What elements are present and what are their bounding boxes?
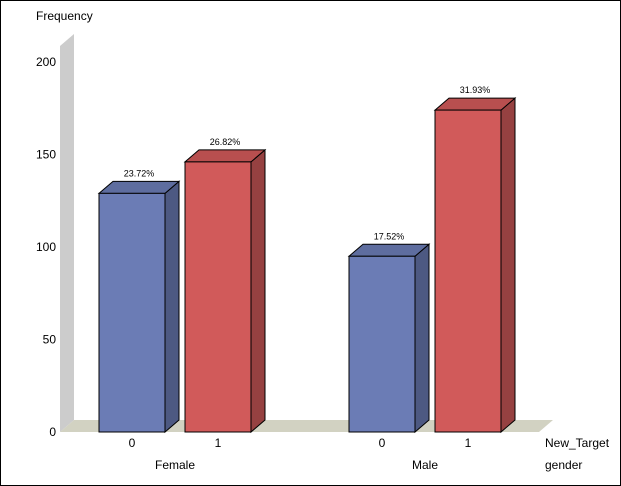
bar	[348, 255, 416, 433]
bar-side	[164, 180, 180, 434]
bar-top	[97, 180, 181, 194]
back-wall	[60, 34, 74, 432]
bar	[98, 192, 166, 433]
bar-top	[433, 97, 517, 111]
bar-side	[250, 148, 266, 434]
bar-data-label: 31.93%	[460, 85, 491, 95]
bar-side	[500, 97, 516, 434]
x-axis-group-title: gender	[545, 458, 582, 472]
y-tick-label: 0	[49, 425, 56, 439]
chart-floor	[60, 420, 553, 432]
x-series-tick-label: 0	[129, 436, 136, 450]
x-category-label: Female	[155, 458, 195, 472]
x-series-tick-label: 0	[379, 436, 386, 450]
bar-data-label: 17.52%	[374, 231, 405, 241]
bar-data-label: 26.82%	[210, 137, 241, 147]
bar-top	[183, 149, 267, 163]
y-tick-label: 200	[36, 55, 56, 69]
x-series-tick-label: 1	[215, 436, 222, 450]
bar	[184, 161, 252, 433]
y-axis-title: Frequency	[36, 9, 93, 23]
bar	[434, 109, 502, 433]
x-series-tick-label: 1	[465, 436, 472, 450]
x-category-label: Male	[412, 458, 438, 472]
y-tick-label: 100	[36, 240, 56, 254]
x-axis-series-title: New_Target	[545, 436, 610, 450]
y-tick-label: 150	[36, 148, 56, 162]
bar-data-label: 23.72%	[124, 168, 155, 178]
bar-top	[347, 243, 431, 257]
y-tick-label: 50	[43, 333, 57, 347]
bar-side	[414, 243, 430, 434]
